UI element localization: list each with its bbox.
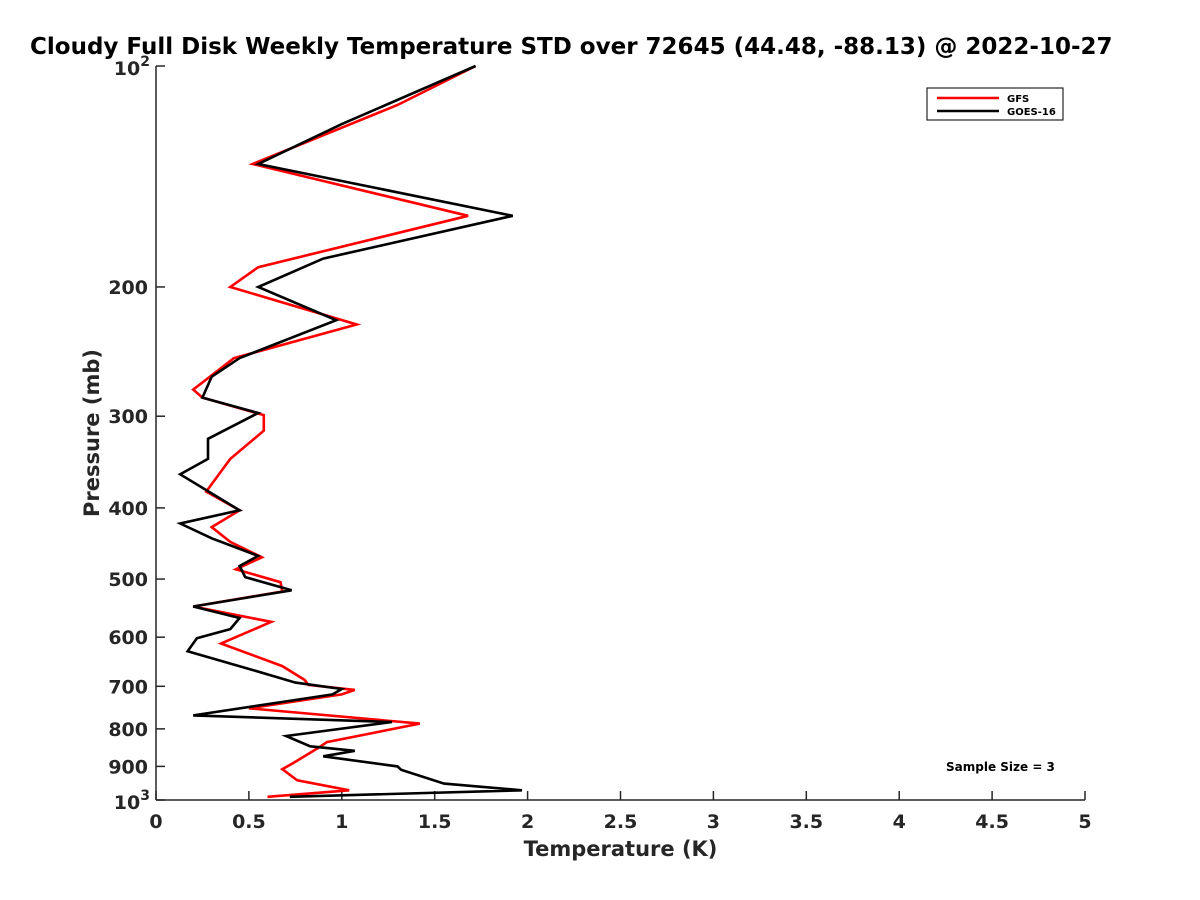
y-tick-label: 300 (108, 406, 148, 428)
x-tick-label: 0 (149, 811, 162, 833)
y-tick-label: 900 (108, 756, 148, 778)
x-tick-label: 0.5 (232, 811, 266, 833)
x-tick-label: 4.5 (975, 811, 1009, 833)
y-tick-label: 500 (108, 569, 148, 591)
x-tick-label: 4 (893, 811, 906, 833)
y-tick-label: 102 (114, 54, 150, 80)
x-axis-label: Temperature (K) (524, 837, 718, 861)
x-tick-label: 2.5 (604, 811, 638, 833)
legend-label: GOES-16 (1007, 107, 1056, 118)
y-tick-label: 400 (108, 498, 148, 520)
x-tick-label: 1.5 (418, 811, 452, 833)
plot-axes (155, 66, 1085, 801)
series-line-gfs (191, 64, 477, 799)
y-axis-label: Pressure (mb) (80, 349, 104, 517)
legend-label: GFS (1007, 94, 1029, 105)
y-tick-label: 103 (114, 788, 150, 814)
y-tick-label: 600 (108, 627, 148, 649)
series-line-goes-16 (176, 64, 523, 799)
x-tick-label: 3 (707, 811, 720, 833)
y-tick-label: 200 (108, 277, 148, 299)
x-axis-ticks: 0 0.5 1 1.5 2 2.5 3 3.5 4 4.5 5 (149, 791, 1092, 833)
y-tick-label: 800 (108, 719, 148, 741)
x-tick-label: 1 (335, 811, 348, 833)
chart-title: Cloudy Full Disk Weekly Temperature STD … (30, 34, 1113, 60)
series-layer (176, 64, 523, 799)
legend-items: GFS GOES-16 (937, 94, 1056, 118)
x-tick-label: 5 (1078, 811, 1091, 833)
legend: GFS GOES-16 (926, 87, 1064, 121)
y-axis-ticks: 102 200 300 400 500 600 700 800 900 103 (108, 54, 165, 814)
x-tick-label: 3.5 (789, 811, 823, 833)
y-tick-label: 700 (108, 676, 148, 698)
legend-box (926, 87, 1064, 121)
sample-size-annotation: Sample Size = 3 (946, 760, 1055, 774)
x-tick-label: 2 (521, 811, 534, 833)
